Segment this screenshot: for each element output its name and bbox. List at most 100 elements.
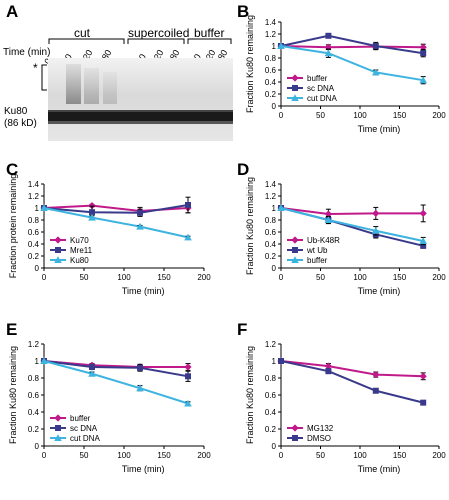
data-point: [372, 209, 380, 217]
x-tick-label: 150: [157, 451, 171, 460]
data-point: [291, 256, 299, 263]
data-point: [419, 76, 427, 84]
data-point: [89, 363, 95, 370]
data-point: [420, 399, 427, 406]
series-line: [280, 207, 424, 242]
legend-label: Ub-K48R: [307, 236, 340, 245]
time-label: Time (min): [3, 47, 51, 58]
data-point: [184, 399, 192, 407]
y-tick-label: 0.8: [28, 216, 40, 225]
x-tick-label: 200: [432, 111, 446, 120]
data-point: [372, 387, 379, 394]
y-axis-label: Fraction Ku80 remaining: [245, 15, 255, 113]
data-point: [184, 233, 192, 241]
y-tick-label: 0.2: [265, 252, 277, 261]
x-tick-label: 100: [117, 273, 131, 282]
legend-label: cut DNA: [307, 94, 337, 103]
y-tick-label: 0.6: [265, 391, 277, 400]
data-point: [291, 94, 299, 101]
data-point: [420, 242, 427, 249]
x-tick-label: 150: [393, 111, 407, 120]
data-point: [372, 371, 380, 379]
data-point: [419, 372, 427, 380]
y-tick-label: 1.2: [28, 192, 40, 201]
series-line: [43, 360, 189, 378]
legend-label: buffer: [307, 74, 328, 83]
y-tick-label: 0.4: [265, 240, 277, 249]
data-point: [88, 369, 96, 377]
legend-label: sc DNA: [70, 424, 98, 433]
legend-label: wt Ub: [306, 246, 328, 255]
x-axis-label: Time (min): [358, 286, 401, 296]
data-point: [88, 213, 96, 221]
x-tick-label: 50: [316, 111, 325, 120]
x-axis-label: Time (min): [122, 464, 165, 474]
legend-label: buffer: [70, 414, 91, 423]
y-tick-label: 0.8: [265, 374, 277, 383]
y-tick-label: 1.4: [28, 180, 40, 189]
y-tick-label: 1: [272, 357, 277, 366]
star-marker: *: [33, 61, 38, 75]
x-tick-label: 100: [353, 111, 367, 120]
x-tick-label: 100: [117, 451, 131, 460]
y-tick-label: 1.2: [265, 30, 277, 39]
y-tick-label: 0.4: [265, 408, 277, 417]
data-point: [54, 434, 62, 441]
legend-label: sc DNA: [307, 84, 335, 93]
y-tick-label: 1: [272, 204, 277, 213]
y-tick-label: 0.6: [265, 228, 277, 237]
ku80-label: Ku80: [4, 106, 28, 117]
panel-letter-d: D: [237, 160, 250, 179]
y-tick-label: 0: [272, 102, 277, 111]
x-tick-label: 0: [42, 273, 47, 282]
series-line: [280, 360, 424, 378]
group-label-cut: cut: [74, 26, 91, 40]
legend-label: Ku70: [70, 236, 89, 245]
panel-letter-a: A: [6, 2, 19, 21]
x-tick-label: 100: [353, 273, 367, 282]
series-line: [280, 45, 424, 49]
series-line: [43, 360, 189, 405]
y-axis-label: Fraction Ku80 remaining: [8, 346, 18, 444]
x-tick-label: 50: [316, 273, 325, 282]
x-tick-label: 200: [197, 273, 211, 282]
group-label-supercoiled: supercoiled: [128, 26, 190, 40]
x-tick-label: 0: [279, 273, 284, 282]
data-point: [185, 373, 191, 380]
legend-label: Mre11: [70, 246, 93, 255]
legend-label: Ku80: [70, 256, 89, 265]
data-point: [324, 49, 333, 57]
data-point: [277, 42, 285, 49]
data-point: [137, 364, 143, 371]
y-tick-label: 1: [35, 204, 40, 213]
data-point: [420, 50, 427, 57]
series-line: [43, 207, 189, 239]
y-tick-label: 1.2: [28, 340, 40, 349]
data-point: [372, 227, 380, 234]
y-tick-label: 0.2: [28, 252, 40, 261]
y-tick-label: 0.4: [28, 240, 40, 249]
gel-image: [48, 58, 233, 141]
y-tick-label: 0.8: [265, 54, 277, 63]
gel-brackets: [41, 38, 232, 91]
y-tick-label: 0: [272, 264, 277, 273]
y-tick-label: 1: [35, 357, 40, 366]
x-axis-label: Time (min): [358, 464, 401, 474]
x-tick-label: 0: [279, 451, 284, 460]
x-tick-label: 0: [42, 451, 47, 460]
data-point: [136, 222, 144, 230]
kd-label: (86 kD): [4, 118, 37, 129]
y-tick-label: 0.2: [265, 90, 277, 99]
legend-label: cut DNA: [70, 434, 100, 443]
y-axis-label: Fraction protein remaining: [8, 174, 18, 279]
data-point: [278, 358, 284, 364]
data-point: [419, 237, 427, 244]
series-line: [280, 360, 424, 404]
y-tick-label: 0.6: [28, 391, 40, 400]
y-axis-label: Fraction Ku80 remaining: [245, 177, 255, 275]
data-point: [89, 209, 95, 216]
data-point: [40, 357, 48, 364]
data-point: [136, 384, 144, 392]
x-tick-label: 200: [432, 451, 446, 460]
y-tick-label: 0: [35, 442, 40, 451]
